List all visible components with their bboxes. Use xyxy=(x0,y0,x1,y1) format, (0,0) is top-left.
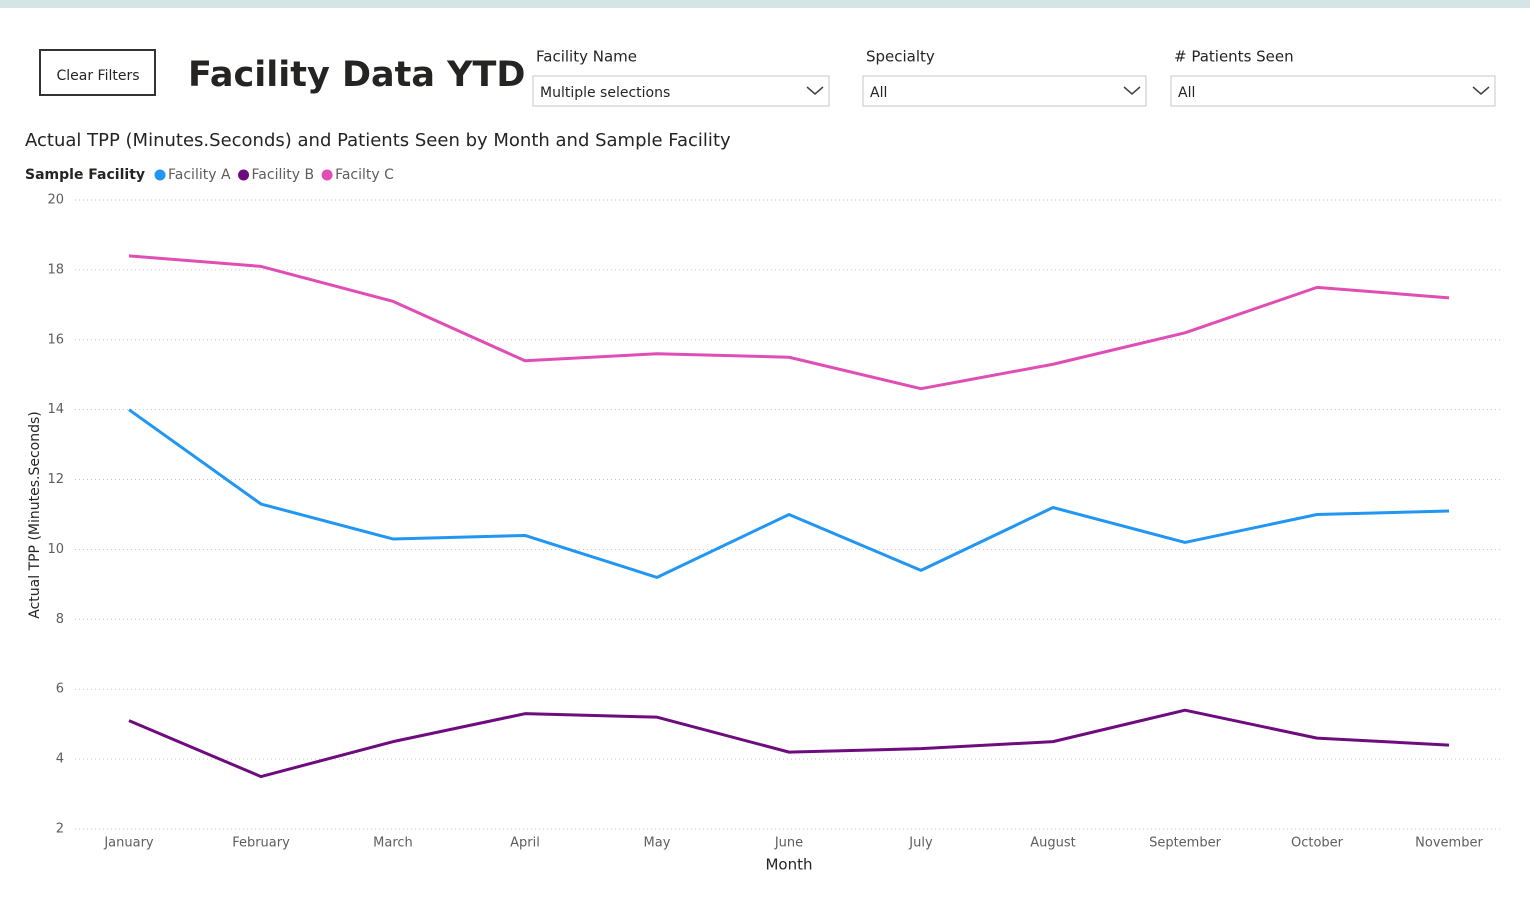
chart-title: Actual TPP (Minutes.Seconds) and Patient… xyxy=(25,130,731,151)
legend-dot xyxy=(154,169,166,181)
y-tick-label: 6 xyxy=(56,682,64,697)
x-axis-title: Month xyxy=(765,856,812,874)
series-line xyxy=(128,254,1450,391)
legend: Sample Facility Facility A Facility B Facil… xyxy=(25,167,394,183)
series-line xyxy=(128,708,1450,779)
x-tick-label: August xyxy=(1030,836,1076,851)
y-tick-label: 8 xyxy=(56,612,64,627)
legend-label: Facility A xyxy=(168,167,231,183)
x-tick-label: November xyxy=(1415,836,1483,851)
y-tick-label: 16 xyxy=(47,332,64,347)
legend-dot xyxy=(321,169,333,181)
legend-label: Facility B xyxy=(252,167,315,183)
y-tick-label: 18 xyxy=(47,262,64,277)
chevron xyxy=(1123,86,1141,95)
x-tick-label: January xyxy=(103,836,154,851)
y-axis-title: Actual TPP (Minutes.Seconds) xyxy=(27,411,43,619)
slicer-label: # Patients Seen xyxy=(1174,48,1294,66)
clear-filters-button[interactable] xyxy=(39,49,156,96)
slicer-label: Specialty xyxy=(866,48,935,66)
slicer-value: All xyxy=(1178,85,1195,101)
page-title: Facility Data YTD xyxy=(188,55,525,95)
x-tick-label: June xyxy=(774,836,803,851)
slicers: Facility Name Multiple selections Specialt… xyxy=(532,48,1496,107)
series-line xyxy=(128,408,1450,579)
x-tick-label: October xyxy=(1291,836,1344,851)
slicer-value: All xyxy=(870,85,887,101)
chevron xyxy=(806,86,824,95)
x-tick-label: July xyxy=(908,836,933,851)
x-tick-label: May xyxy=(644,836,671,851)
x-tick-label: March xyxy=(373,836,413,851)
y-tick-label: 2 xyxy=(56,822,64,837)
slicer-dropdown[interactable] xyxy=(1170,75,1496,107)
slicer-label: Facility Name xyxy=(536,48,637,66)
y-tick-label: 12 xyxy=(47,472,64,487)
x-tick-label: September xyxy=(1149,836,1222,851)
chevron xyxy=(1472,86,1490,95)
y-tick-label: 14 xyxy=(47,402,64,417)
y-tick-label: 10 xyxy=(47,542,64,557)
slicer-value: Multiple selections xyxy=(540,85,670,101)
top-border xyxy=(0,0,1530,8)
y-tick-label: 4 xyxy=(56,752,64,767)
legend-label: Facilty C xyxy=(335,167,394,183)
slicer-dropdown[interactable] xyxy=(532,75,830,107)
x-tick-label: February xyxy=(232,836,290,851)
button-label: Clear Filters xyxy=(56,68,139,84)
x-tick-label: April xyxy=(510,836,540,851)
slicer-dropdown[interactable] xyxy=(862,75,1147,107)
y-tick-label: 20 xyxy=(47,193,64,208)
legend-dot xyxy=(238,169,250,181)
legend-title: Sample Facility xyxy=(25,167,145,183)
